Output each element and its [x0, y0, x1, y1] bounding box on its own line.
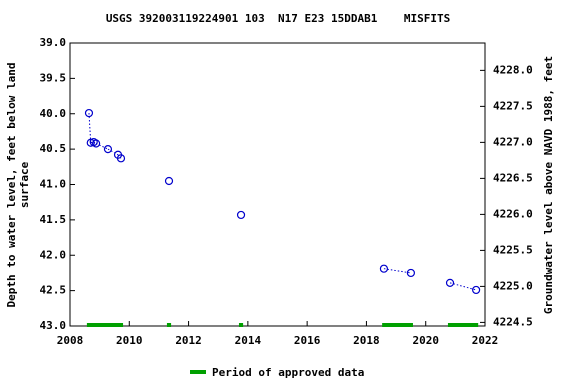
- approved-period: [382, 323, 413, 327]
- data-point: [445, 278, 455, 287]
- data-point: [84, 108, 94, 118]
- y2-tick-label: 4226.0: [493, 207, 533, 220]
- legend-label: Period of approved data: [212, 366, 364, 379]
- y2-tick-label: 4228.0: [493, 63, 533, 76]
- y-tick-label: 41.5: [40, 213, 67, 226]
- x-tick-label: 2016: [294, 334, 321, 347]
- data-point: [103, 145, 113, 154]
- data-point: [164, 176, 174, 186]
- y-tick-label: 39.5: [40, 71, 67, 84]
- data-point: [379, 264, 389, 273]
- connector: [90, 141, 94, 144]
- data-point: [236, 210, 246, 220]
- connector: [95, 143, 109, 150]
- connector: [449, 282, 477, 291]
- y-tick-label: 41.0: [40, 178, 67, 191]
- data-point: [406, 268, 415, 278]
- x-tick-label: 2014: [235, 334, 262, 347]
- x-tick-label: 2018: [353, 334, 380, 347]
- y-tick-label: 43.0: [40, 319, 67, 332]
- y-tick-label: 39.0: [40, 36, 67, 49]
- chart-title: USGS 392003119224901 103 N17 E23 15DDAB1…: [106, 12, 450, 25]
- x-tick-label: 2012: [175, 334, 202, 347]
- y-axis-label: surface: [18, 161, 31, 208]
- y-axis-label: Depth to water level, feet below land: [5, 62, 18, 307]
- y-tick-label: 42.5: [40, 284, 67, 297]
- y2-tick-label: 4226.5: [493, 171, 533, 184]
- x-tick-label: 2008: [57, 334, 84, 347]
- y2-tick-label: 4227.5: [493, 99, 533, 112]
- approved-period: [447, 323, 479, 327]
- y-tick-label: 40.0: [40, 107, 67, 120]
- x-tick-label: 2022: [472, 334, 499, 347]
- plot-frame: [69, 42, 486, 327]
- y2-tick-label: 4227.0: [493, 135, 533, 148]
- y2-tick-label: 4224.5: [493, 315, 533, 328]
- approved-period: [238, 323, 244, 327]
- data-point: [91, 139, 101, 148]
- y2-tick-label: 4225.0: [493, 279, 533, 292]
- connector: [383, 268, 411, 274]
- y2-axis-label: Groundwater level above NAVD 1988, feet: [542, 56, 555, 314]
- data-point: [472, 285, 481, 295]
- approved-period: [86, 323, 124, 327]
- y-tick-label: 42.0: [40, 248, 67, 261]
- x-tick-label: 2020: [412, 334, 439, 347]
- data-point: [116, 154, 126, 163]
- connector: [88, 113, 92, 143]
- y-tick-label: 40.5: [40, 142, 67, 155]
- approved-period: [166, 323, 172, 327]
- y2-tick-label: 4225.5: [493, 243, 533, 256]
- x-tick-label: 2010: [116, 334, 143, 347]
